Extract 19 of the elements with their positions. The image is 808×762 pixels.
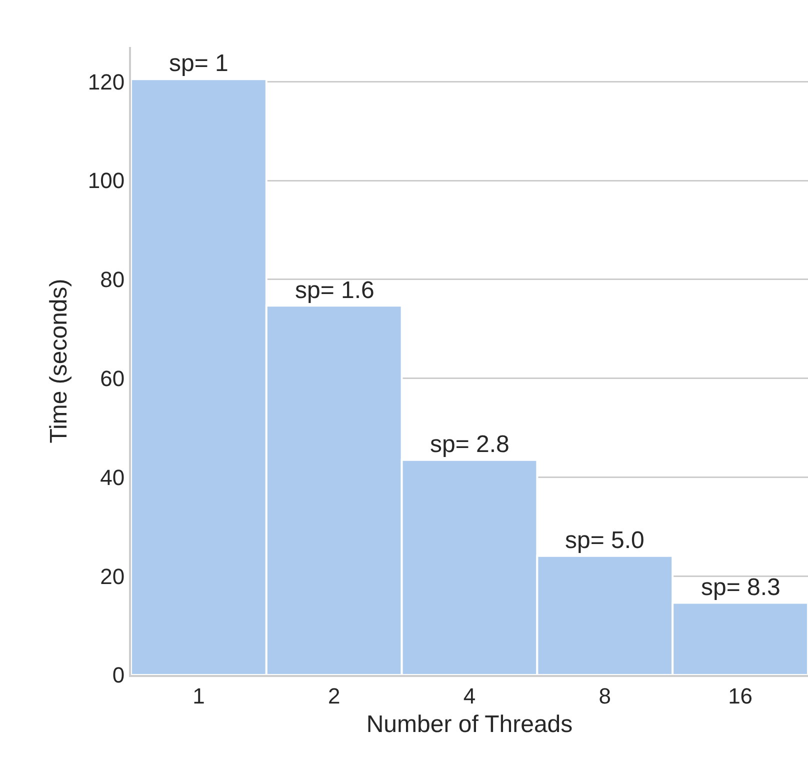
x-tick-label: 8 [598,683,612,708]
y-tick-label: 0 [112,662,125,688]
y-tick-label: 40 [100,464,125,490]
x-tick-label: 1 [192,683,205,708]
annotation: sp= 5.0 [565,527,644,554]
y-tick-label: 80 [100,267,125,292]
x-tick-label: 16 [728,683,753,708]
annotation: sp= 2.8 [430,431,510,458]
x-tick-label: 2 [328,683,340,708]
annotation: sp= 8.3 [701,574,780,601]
y-tick-label: 20 [100,564,125,589]
annotation: sp= 1 [169,50,228,77]
y-tick-label: 120 [88,69,125,94]
y-tick-label: 60 [100,366,125,392]
y-tick-label: 100 [88,168,125,194]
x-tick-label: 4 [463,683,476,708]
y-axis-title: Time (seconds) [45,278,72,444]
x-axis-title: Number of Threads [366,711,573,738]
annotation: sp= 1.6 [295,277,374,304]
